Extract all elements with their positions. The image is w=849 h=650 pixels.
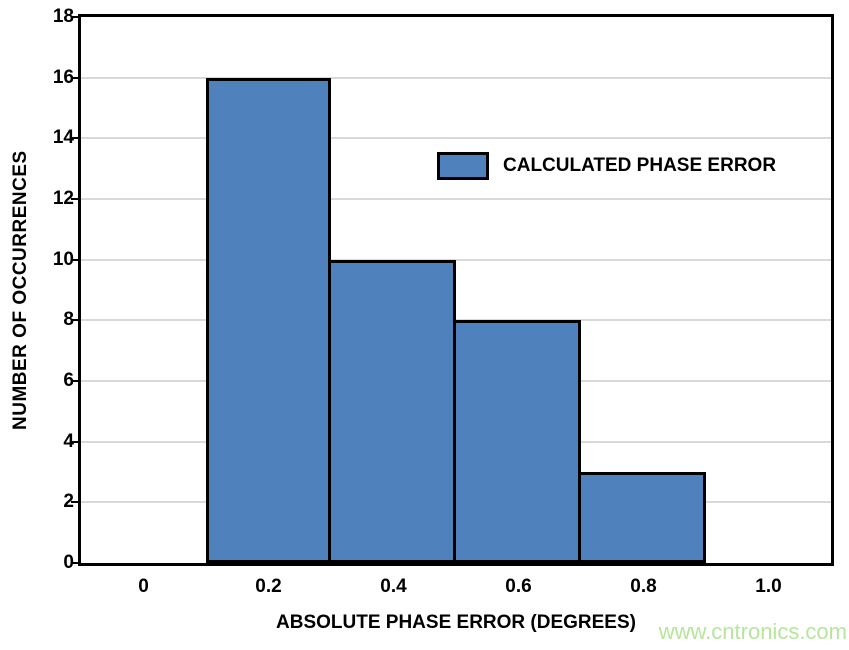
y-tick-2 <box>71 501 78 504</box>
y-tick-label-6: 6 <box>63 370 74 391</box>
y-tick-14 <box>71 137 78 140</box>
y-tick-label-18: 18 <box>52 6 74 27</box>
bar-0.6 <box>453 320 581 563</box>
y-tick-18 <box>71 16 78 18</box>
gridline-y-10 <box>81 258 831 261</box>
y-axis-title: NUMBER OF OCCURRENCES <box>10 150 31 430</box>
x-tick-label-0.6: 0.6 <box>505 576 532 597</box>
y-tick-label-2: 2 <box>63 491 74 513</box>
x-tick-label-1.0: 1.0 <box>755 576 782 597</box>
gridline-y-8 <box>81 319 831 322</box>
y-tick-label-4: 4 <box>63 430 74 452</box>
x-tick-label-0.8: 0.8 <box>630 576 657 597</box>
y-tick-0 <box>71 562 78 564</box>
y-tick-label-14: 14 <box>52 127 74 149</box>
plot-area: CALCULATED PHASE ERROR <box>78 14 834 566</box>
x-tick-label-0.4: 0.4 <box>380 576 407 597</box>
gridline-y-14 <box>81 137 831 140</box>
y-tick-label-0: 0 <box>63 552 74 573</box>
gridline-y-16 <box>81 76 831 79</box>
x-axis-title: ABSOLUTE PHASE ERROR (DEGREES) <box>276 612 636 633</box>
x-tick-label-0: 0 <box>138 576 149 597</box>
y-tick-16 <box>71 76 78 79</box>
legend: CALCULATED PHASE ERROR <box>437 152 776 180</box>
y-tick-8 <box>71 319 78 322</box>
y-tick-12 <box>71 198 78 200</box>
bar-0.8 <box>578 472 706 563</box>
y-tick-6 <box>71 380 78 382</box>
y-tick-label-10: 10 <box>52 248 74 270</box>
y-tick-label-16: 16 <box>52 66 74 88</box>
y-tick-label-12: 12 <box>52 188 74 209</box>
gridline-y-12 <box>81 198 831 200</box>
legend-swatch <box>437 152 489 180</box>
bar-0.4 <box>328 259 456 563</box>
y-tick-label-8: 8 <box>63 309 74 331</box>
bar-0.2 <box>206 77 331 563</box>
legend-label: CALCULATED PHASE ERROR <box>503 155 777 176</box>
y-tick-10 <box>71 258 78 261</box>
watermark: www.cntronics.com <box>658 619 847 644</box>
y-tick-4 <box>71 440 78 443</box>
x-tick-label-0.2: 0.2 <box>255 576 282 597</box>
